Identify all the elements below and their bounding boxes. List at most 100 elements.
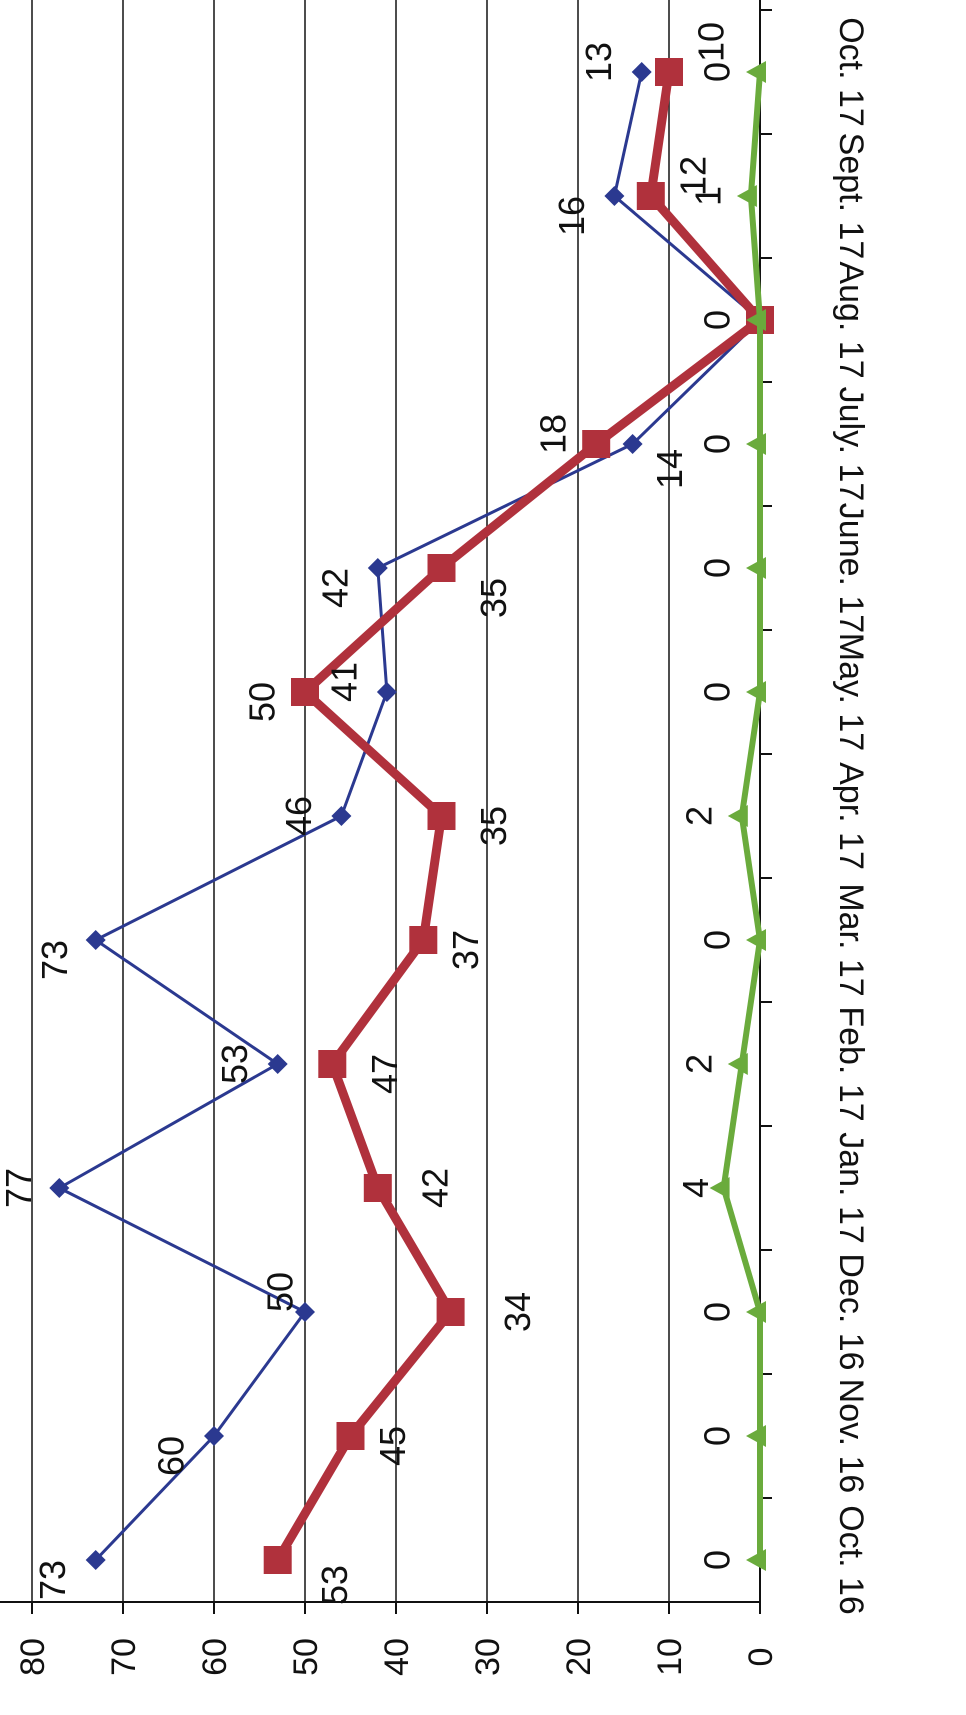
- axes: [0, 0, 772, 1614]
- category-tick-label: May. 17: [832, 633, 870, 751]
- series-3-point: [709, 1177, 730, 1199]
- series-3-data-label: 0: [697, 682, 738, 702]
- series-2-data-label: 10: [691, 22, 732, 62]
- series-1-point: [367, 558, 388, 578]
- category-tick-label: Aug. 17: [832, 261, 870, 378]
- series-3-point: [727, 805, 748, 827]
- value-tick-label: 30: [469, 1638, 507, 1676]
- series-3-point: [746, 309, 766, 331]
- series-3-point: [736, 185, 757, 207]
- series-3-data-label: 0: [697, 62, 738, 82]
- data-labels: 7360507753734641421416135345344247373550…: [0, 22, 738, 1605]
- series-2-data-label: 47: [364, 1054, 405, 1094]
- series-1-point: [631, 62, 652, 82]
- series-group: [49, 58, 774, 1574]
- series-2-point: [291, 678, 319, 706]
- gridlines: [31, 0, 670, 1602]
- series-1-point: [331, 806, 352, 826]
- series-3-point: [746, 929, 766, 951]
- value-tick-label: 80: [14, 1638, 52, 1676]
- series-3-data-label: 4: [675, 1178, 716, 1198]
- category-tick-label: Feb. 17: [832, 1006, 870, 1121]
- series-2-point: [336, 1422, 365, 1450]
- series-2-point: [636, 182, 665, 210]
- value-tick-label: 0: [742, 1648, 780, 1667]
- series-1-line: [57, 71, 762, 1562]
- series-1-point: [85, 1550, 106, 1570]
- category-tick-label: June. 17: [832, 503, 870, 633]
- series-1-data-label: 73: [34, 940, 75, 980]
- series-1-point: [85, 930, 106, 950]
- series-3-point: [746, 557, 766, 579]
- series-3-data-label: 0: [697, 1426, 738, 1446]
- value-axis-ticks: 0 10 20 30 40 50 60 70 80: [14, 1638, 780, 1676]
- series-3-point: [746, 681, 766, 703]
- series-2-point: [427, 554, 456, 582]
- series-1-point: [604, 186, 625, 206]
- series-3-data-label: 1: [687, 186, 728, 206]
- category-tick-label: Nov. 16: [832, 1379, 870, 1494]
- category-tick-label: Oct. 16: [832, 1505, 870, 1615]
- series-3-point: [746, 1301, 766, 1323]
- series-1-data-label: 53: [214, 1044, 255, 1084]
- series-2-point: [318, 1050, 347, 1078]
- series-1-data-label: 60: [151, 1436, 192, 1476]
- category-tick-label: Oct. 17: [832, 17, 870, 127]
- category-tick-label: Jan. 17: [832, 1132, 870, 1244]
- series-1-data-label: 13: [578, 42, 619, 82]
- series-3-point: [746, 1549, 766, 1571]
- series-2-data-label: 35: [473, 806, 514, 846]
- series-2-data-label: 34: [497, 1292, 538, 1332]
- value-tick-label: 40: [378, 1638, 416, 1676]
- series-2-data-label: 18: [533, 414, 574, 454]
- series-3-data-label: 0: [697, 434, 738, 454]
- series-1-data-label: 77: [0, 1168, 39, 1208]
- category-tick-label: July. 17: [832, 387, 870, 502]
- series-2-point: [436, 1298, 465, 1326]
- series-1-data-label: 73: [32, 1560, 73, 1600]
- series-2-data-label: 37: [445, 930, 486, 970]
- series-2-point: [409, 926, 438, 954]
- series-1-point: [622, 434, 643, 454]
- series-1-point: [267, 1054, 288, 1074]
- series-2-point: [655, 58, 683, 86]
- series-3-data-label: 0: [697, 310, 738, 330]
- series-2-data-label: 42: [414, 1168, 455, 1208]
- series-3-data-label: 0: [697, 558, 738, 578]
- series-3-data-label: 0: [697, 1302, 738, 1322]
- series-1-data-label: 16: [551, 196, 592, 236]
- series-1-data-label: 42: [314, 568, 355, 608]
- value-tick-label: 70: [105, 1638, 143, 1676]
- series-3-point: [727, 1053, 748, 1075]
- series-2-point: [427, 802, 456, 830]
- series-1-data-label: 14: [649, 449, 690, 489]
- value-tick-label: 20: [560, 1638, 598, 1676]
- series-3-data-label: 0: [697, 930, 738, 950]
- series-3-data-label: 2: [678, 806, 719, 826]
- category-tick-label: Sept. 17: [832, 133, 870, 260]
- series-2-point: [582, 430, 611, 458]
- series-3-point: [746, 433, 766, 455]
- value-tick-label: 60: [196, 1638, 234, 1676]
- category-tick-label: Dec. 16: [832, 1253, 870, 1370]
- series-2-data-label: 53: [314, 1565, 355, 1605]
- series-2-data-label: 45: [372, 1426, 413, 1466]
- category-axis-ticks: Oct. 16 Nov. 16 Dec. 16 Jan. 17 Feb. 17 Mar. …: [832, 17, 870, 1615]
- series-1-data-label: 50: [260, 1272, 301, 1312]
- series-1-point: [49, 1178, 70, 1198]
- series-1-point: [295, 1302, 315, 1322]
- series-3-point: [746, 1425, 766, 1447]
- category-tick-label: Mar. 17: [832, 883, 870, 996]
- series-1-data-label: 46: [278, 796, 319, 836]
- value-tick-label: 10: [651, 1638, 689, 1676]
- category-tick-label: Apr. 17: [832, 762, 870, 870]
- series-3-data-label: 0: [697, 1550, 738, 1570]
- value-tick-label: 50: [287, 1638, 325, 1676]
- series-3-point: [746, 61, 766, 83]
- series-2-data-label: 50: [242, 682, 283, 722]
- series-1-data-label: 41: [323, 662, 364, 702]
- series-2-data-label: 12: [672, 156, 713, 196]
- series-2-data-label: 35: [473, 578, 514, 618]
- series-1-point: [204, 1426, 224, 1446]
